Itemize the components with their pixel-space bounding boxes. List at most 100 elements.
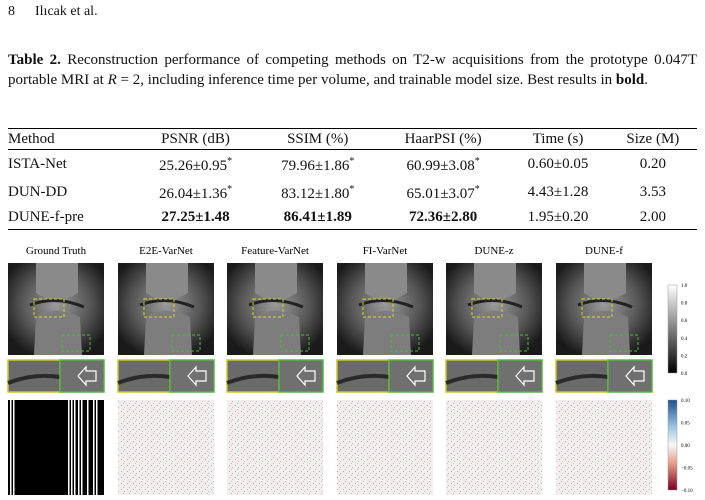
colorbar-tick-label: 0.4 (681, 337, 688, 342)
zoom-right (59, 359, 105, 393)
significance-mark: * (227, 184, 233, 195)
zoom-box (171, 334, 201, 352)
zoom-right (497, 359, 543, 393)
cell-value: 0.20 (639, 155, 666, 172)
table-cell: 79.96±1.86* (257, 150, 379, 179)
table-cell: 86.41±1.89 (256, 206, 379, 230)
caption-math: R (107, 72, 117, 88)
zoom-box (280, 334, 310, 352)
colorbar-tick-label: −0.10 (681, 489, 693, 494)
column-header: Time (s) (507, 128, 609, 150)
significance-mark: * (474, 184, 480, 195)
bone (474, 263, 516, 300)
table-row: DUNE-f-pre 27.25±1.48 86.41±1.89 72.36±2.80… (8, 206, 697, 230)
bone (36, 263, 78, 300)
zoom-box (390, 334, 420, 352)
colorbar-tick-label: 0.05 (681, 422, 690, 427)
zoom-box (609, 334, 639, 352)
arrow (625, 365, 645, 387)
significance-mark: * (227, 156, 233, 167)
table-row: DUN-DD 26.04±1.36* 83.12±1.80* 65.01±3.07* 4… (8, 178, 697, 206)
column-label: Feature-VarNet (241, 245, 309, 257)
zoom-box (362, 298, 394, 318)
knee-image (336, 263, 434, 393)
mask-line (13, 400, 15, 495)
results-table: Method PSNR (dB) SSIM (%) HaarPSI (%) Time (… (8, 128, 697, 230)
bone (34, 311, 82, 355)
table-cell: 1.95±0.20 (507, 206, 609, 230)
cell-value: DUNE-f-pre (8, 209, 84, 225)
zoom-right (169, 359, 215, 393)
zoom-edge (7, 373, 61, 385)
mask-line (93, 400, 95, 495)
cell-value: ISTA-Net (8, 155, 67, 172)
cell-value: 0.60±0.05 (527, 155, 589, 172)
mask-line (96, 400, 98, 495)
page-header: 8 Ilıcak et al. (8, 4, 98, 20)
zoom-right (607, 359, 653, 393)
cell-value: 2.00 (639, 209, 666, 225)
error-map (337, 400, 433, 495)
colorbar-tick-label: 0.8 (681, 302, 688, 307)
bone (255, 263, 297, 300)
arrow (187, 365, 207, 387)
bone (253, 311, 301, 355)
colorbar-tick-label: 0.2 (681, 354, 688, 359)
column-label: E2E-VarNet (139, 245, 193, 257)
zoom-box (61, 334, 91, 352)
mask-line (74, 400, 76, 495)
mask-line (71, 400, 73, 495)
column-header: Size (M) (608, 128, 697, 150)
cell-value: 65.01±3.07 (406, 186, 475, 202)
caption-label: Table 2. (8, 52, 61, 68)
colorbar-tick-label: 1.0 (681, 284, 688, 289)
mask-line (68, 400, 70, 495)
table-caption: Table 2. Reconstruction performance of c… (8, 50, 697, 90)
figure: Ground Truth E2E-VarNet Feature-VarNet FI-V… (7, 245, 693, 495)
colorbar (667, 284, 678, 374)
zoom-box (581, 298, 613, 318)
cell-value: 25.26±0.95 (158, 158, 228, 174)
column-header: SSIM (%) (256, 128, 379, 150)
table-cell: 25.26±0.95* (134, 150, 256, 179)
cell-value: 1.95±0.20 (527, 209, 589, 225)
column-header: Method (8, 128, 135, 150)
cell-value: 83.12±1.80 (281, 186, 350, 202)
bone (472, 311, 520, 355)
cell-value: 4.43±1.28 (527, 183, 589, 200)
cell-value: 72.36±2.80 (408, 209, 478, 225)
error-map (446, 400, 542, 495)
zoom-box (33, 298, 65, 318)
mask-line (10, 400, 12, 495)
table-cell: 72.36±2.80 (378, 206, 508, 230)
column-header: HaarPSI (%) (378, 128, 508, 150)
knee-image (555, 263, 653, 393)
knee-image (7, 263, 105, 393)
table-cell: 65.01±3.07* (379, 178, 508, 206)
table-row: ISTA-Net 25.26±0.95* 79.96±1.86* 60.99±3.08… (8, 150, 697, 179)
table-cell: 2.00 (608, 206, 697, 230)
table-cell: 60.99±3.08* (379, 150, 508, 179)
bone (582, 311, 630, 355)
cell-value: 26.04±1.36 (158, 186, 228, 202)
table-cell: 4.43±1.28 (507, 178, 608, 206)
knee-image (117, 263, 215, 393)
colorbar-tick-label: 0.6 (681, 319, 688, 324)
column-label: FI-VarNet (363, 245, 408, 257)
arrow (515, 365, 535, 387)
cell-value: DUN-DD (8, 183, 68, 200)
cell-value: 79.96±1.86 (281, 158, 350, 174)
caption-text: Reconstruction performance of competing … (8, 52, 697, 88)
table-cell: 27.25±1.48 (134, 206, 257, 230)
knee-image (445, 263, 543, 393)
colorbar (667, 399, 678, 491)
zoom-edge (117, 373, 171, 385)
mask-line (81, 400, 83, 495)
zoom-box (143, 298, 175, 318)
column-header: PSNR (dB) (134, 128, 257, 150)
knee-image (226, 263, 324, 393)
colorbar-tick-label: 0.10 (681, 399, 690, 404)
arrow (296, 365, 316, 387)
running-head: Ilıcak et al. (35, 4, 98, 19)
